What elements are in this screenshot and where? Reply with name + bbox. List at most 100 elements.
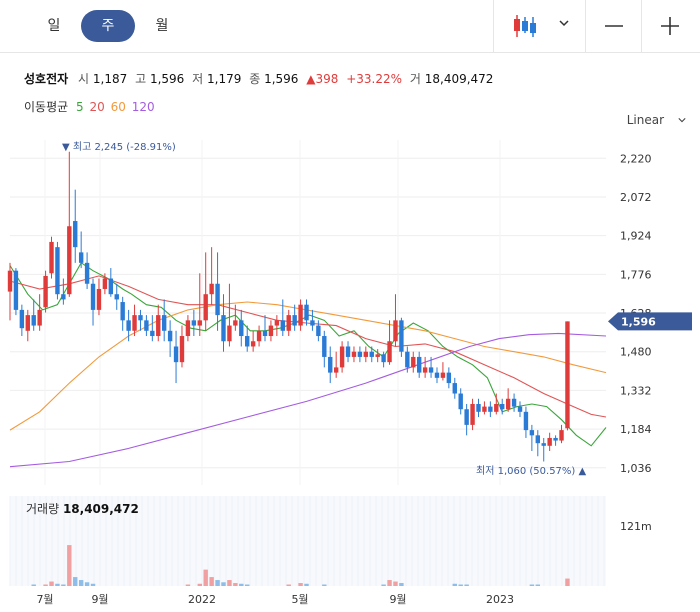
candle bbox=[488, 406, 493, 412]
ma-5[interactable]: 5 bbox=[76, 100, 84, 114]
candle bbox=[464, 409, 469, 425]
y-tick-label: 1,036 bbox=[620, 462, 652, 475]
candle bbox=[286, 315, 291, 331]
open-value: 1,187 bbox=[92, 72, 128, 86]
change-up-icon: ▲ bbox=[306, 72, 316, 86]
low-marker: 최저 1,060 (50.57%) ▲ bbox=[476, 465, 586, 477]
candle bbox=[482, 406, 487, 412]
candle bbox=[517, 406, 523, 412]
candle bbox=[458, 393, 463, 410]
volume-bar bbox=[49, 581, 54, 586]
volume-bar bbox=[43, 584, 48, 586]
candle bbox=[292, 315, 297, 326]
tab-day[interactable]: 일 bbox=[47, 18, 61, 34]
candle bbox=[185, 320, 191, 337]
candle bbox=[440, 372, 446, 378]
candle bbox=[316, 325, 321, 337]
volume-bar bbox=[298, 583, 303, 586]
volume-bar bbox=[73, 577, 78, 586]
volume-panel bbox=[10, 496, 606, 586]
candle bbox=[120, 302, 125, 321]
candle bbox=[191, 320, 197, 326]
candle bbox=[31, 315, 36, 326]
ma-120[interactable]: 120 bbox=[131, 100, 155, 114]
change-percent: +33.22% bbox=[346, 72, 403, 86]
candle bbox=[310, 320, 315, 326]
candle bbox=[256, 330, 262, 342]
candle bbox=[411, 356, 416, 368]
high-value: 1,596 bbox=[149, 72, 185, 86]
candle bbox=[547, 437, 552, 446]
volume-bar bbox=[529, 584, 535, 586]
volume-bar bbox=[67, 545, 72, 586]
tab-week[interactable]: 주 bbox=[81, 10, 135, 42]
current-price-label: 1,596 bbox=[621, 315, 656, 328]
candle bbox=[126, 320, 131, 331]
candle bbox=[215, 283, 220, 316]
volume-bar bbox=[78, 580, 84, 586]
volume-bar bbox=[387, 580, 392, 586]
plus-icon bbox=[661, 17, 679, 35]
candle bbox=[96, 288, 102, 310]
candle bbox=[209, 283, 214, 295]
candle bbox=[369, 351, 374, 357]
ma-20[interactable]: 20 bbox=[89, 100, 105, 114]
volume-bar bbox=[185, 584, 191, 586]
candle bbox=[500, 403, 505, 410]
chart-type-selector[interactable] bbox=[493, 0, 586, 52]
scale-selector[interactable]: Linear bbox=[626, 113, 664, 127]
candle bbox=[227, 325, 232, 342]
volume-bar bbox=[452, 583, 457, 586]
candle bbox=[476, 403, 481, 412]
chevron-down-icon[interactable] bbox=[678, 116, 686, 124]
volume-value: 18,409,472 bbox=[424, 72, 494, 86]
open-label: 시 bbox=[78, 72, 90, 86]
close-value: 1,596 bbox=[264, 72, 299, 86]
zoom-in-button[interactable] bbox=[641, 0, 700, 52]
candle bbox=[274, 320, 280, 326]
candle bbox=[37, 309, 42, 326]
ma-line-120 bbox=[9, 332, 607, 468]
candle bbox=[90, 283, 96, 310]
low-label: 저 bbox=[192, 72, 204, 86]
candle bbox=[505, 398, 511, 410]
candle bbox=[523, 411, 529, 431]
candle bbox=[375, 354, 380, 357]
ma-line-20 bbox=[9, 275, 607, 418]
candle bbox=[553, 437, 558, 441]
chevron-down-icon bbox=[559, 20, 569, 27]
candle bbox=[78, 252, 84, 263]
tab-month[interactable]: 월 bbox=[155, 18, 169, 34]
candle bbox=[351, 351, 357, 357]
volume-label: 거 bbox=[409, 72, 421, 86]
candle bbox=[399, 320, 404, 352]
candle bbox=[203, 294, 208, 321]
volume-bar bbox=[393, 581, 398, 586]
candle bbox=[416, 356, 422, 373]
candle bbox=[239, 320, 244, 337]
candle bbox=[108, 278, 114, 295]
moving-average-legend: 이동평균 5 20 60 120 bbox=[24, 98, 155, 115]
y-tick-label: 1,184 bbox=[620, 423, 652, 436]
candle bbox=[565, 321, 570, 429]
volume-tick-label: 121m bbox=[620, 520, 652, 533]
x-tick-label: 5월 bbox=[291, 593, 308, 606]
x-tick-label: 7월 bbox=[36, 593, 53, 606]
x-tick-label: 9월 bbox=[389, 593, 406, 606]
volume-bar bbox=[61, 584, 66, 586]
y-tick-label: 1,776 bbox=[620, 268, 652, 281]
volume-bar bbox=[245, 584, 250, 586]
zoom-out-button[interactable] bbox=[585, 0, 642, 52]
ma-60[interactable]: 60 bbox=[110, 100, 126, 114]
candle bbox=[197, 320, 202, 326]
volume-bar bbox=[31, 584, 36, 586]
candle bbox=[339, 346, 345, 368]
candlestick-icon bbox=[514, 15, 536, 37]
volume-bar bbox=[535, 584, 541, 586]
x-tick-label: 2022 bbox=[188, 593, 216, 606]
candle bbox=[167, 330, 173, 342]
volume-bar bbox=[209, 577, 214, 586]
volume-bar bbox=[286, 584, 291, 586]
current-price-tag bbox=[608, 312, 692, 331]
